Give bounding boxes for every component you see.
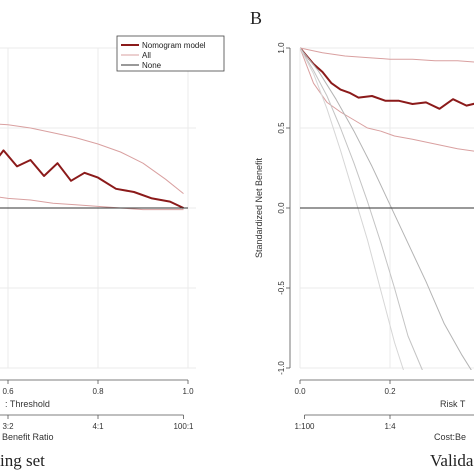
r-series-curve-3 — [300, 47, 404, 370]
right-y-axis: -1.0 -0.5 0.0 0.5 1.0 — [277, 42, 291, 375]
l-series-lower — [0, 196, 184, 211]
r-y-tick-label: 1.0 — [277, 42, 286, 54]
r-series-upper — [300, 47, 474, 63]
left-panel: 0.6 0.8 1.0 3:2 4:1 100:1 : Threshold Benefi… — [0, 35, 225, 470]
r-y-tick-label: 0.0 — [277, 202, 286, 214]
l-x2-tick-label: 4:1 — [92, 422, 104, 431]
r-x-tick-label: 0.2 — [384, 387, 396, 396]
left-series — [0, 123, 188, 211]
left-x2-axis: 3:2 4:1 100:1 — [0, 414, 194, 431]
right-y-axis-label: Standardized Net Benefit — [254, 157, 264, 258]
r-x2-tick-label: 1:100 — [294, 422, 315, 431]
r-y-tick-label: -1.0 — [277, 361, 286, 375]
r-series-all — [300, 47, 472, 370]
legend: Nomogram model All None — [116, 35, 225, 72]
r-series-curve-2 — [300, 47, 423, 370]
legend-label-all: All — [142, 51, 151, 60]
l-x-tick-label: 0.6 — [2, 387, 14, 396]
r-y-tick-label: -0.5 — [277, 281, 286, 295]
panel-letter-b: B — [250, 8, 262, 28]
left-x-axis-label: : Threshold — [5, 399, 50, 409]
right-caption: Valida — [430, 451, 474, 470]
l-x2-tick-label: 3:2 — [2, 422, 14, 431]
l-x-tick-label: 1.0 — [182, 387, 194, 396]
r-series-nomogram-model — [300, 47, 474, 110]
left-caption: ing set — [0, 451, 45, 470]
right-x-axis-label: Risk T — [440, 399, 466, 409]
right-series — [300, 47, 474, 370]
right-x-axis: 0.00.20.4 — [294, 379, 474, 396]
left-x2-axis-label: Benefit Ratio — [2, 432, 54, 442]
r-x2-tick-label: 1:4 — [384, 422, 396, 431]
l-x2-tick-label: 100:1 — [173, 422, 194, 431]
r-y-tick-label: 0.5 — [277, 122, 286, 134]
l-x-tick-label: 0.8 — [92, 387, 104, 396]
l-series-upper — [0, 123, 184, 194]
left-x-axis: 0.6 0.8 1.0 — [0, 379, 194, 396]
legend-label-none: None — [142, 61, 162, 70]
l-series-nomogram-model — [0, 149, 184, 209]
legend-label-nomogram: Nomogram model — [142, 41, 206, 50]
right-panel: B -1.0-0.50.00.51.0 0.00.20.4 1:1001:42:… — [250, 8, 474, 470]
right-x2-axis-label: Cost:Be — [434, 432, 466, 442]
r-x-tick-label: 0.0 — [294, 387, 306, 396]
